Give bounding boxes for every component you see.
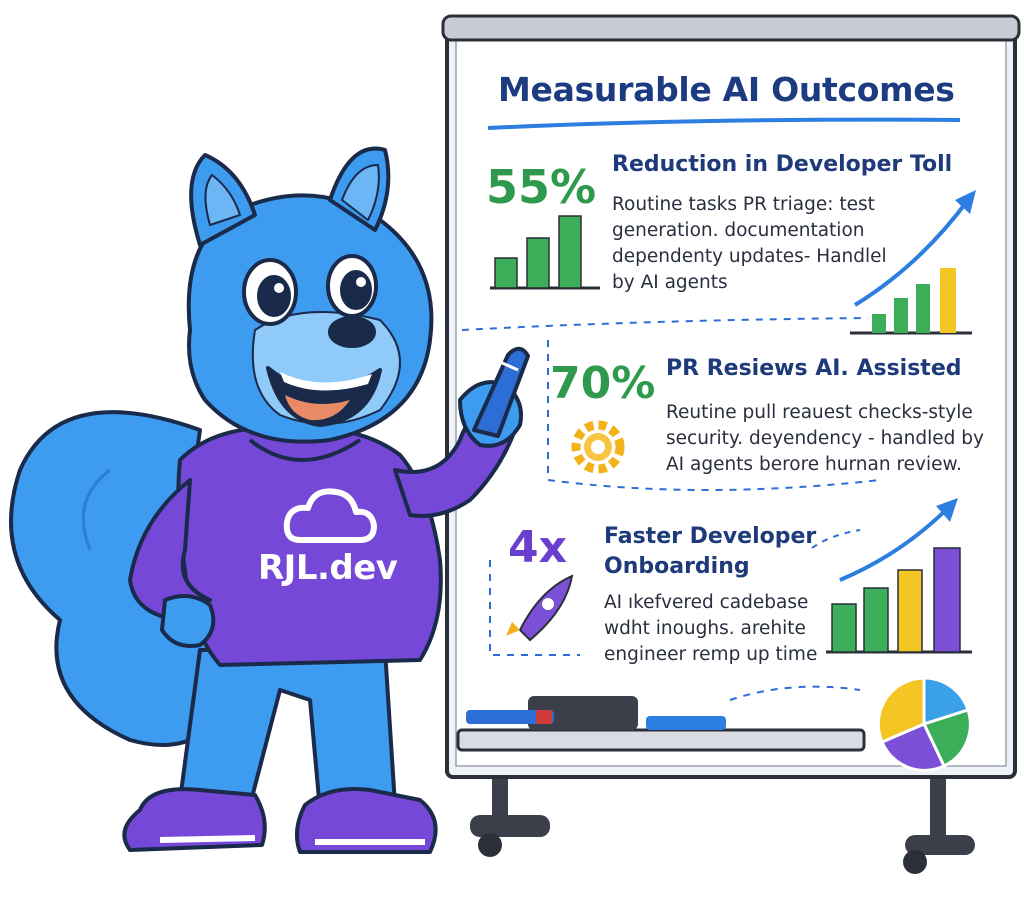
rocket-icon	[506, 574, 574, 642]
section-divider	[489, 560, 580, 656]
section-divider	[547, 340, 881, 491]
stat-4x: 4x	[508, 522, 567, 573]
section-text-line: Reutine pull reauest checks-style	[666, 402, 973, 423]
title-underline	[487, 117, 961, 130]
stat-70: 70%	[550, 358, 656, 409]
growth-chart-icon	[811, 498, 972, 654]
section-text-line: AI agents berore hurnan review.	[666, 454, 962, 475]
pie-chart-icon	[876, 676, 972, 772]
squirrel-legs	[178, 648, 397, 812]
section-heading: Onboarding	[604, 554, 750, 579]
right-shoe	[294, 787, 438, 854]
hoodie-brand-text: RJL.dev	[258, 548, 398, 588]
section-text-line: Routine tasks PR triage: test	[612, 194, 875, 215]
whiteboard	[441, 14, 1021, 874]
gear-icon	[571, 420, 625, 474]
marker-icon	[646, 716, 726, 730]
section-heading: Reduction in Developer Toll	[612, 152, 953, 177]
left-shoe	[122, 787, 267, 852]
section-text-line: security. deyendency - handled by	[666, 428, 984, 449]
whiteboard-top-rail	[441, 14, 1021, 42]
eyes	[242, 254, 378, 326]
trend-chart-icon	[850, 190, 976, 335]
left-hand	[160, 594, 216, 648]
section-text-line: engineer remp up time	[604, 644, 818, 665]
marker-tray	[456, 728, 866, 752]
bar-chart-icon	[490, 215, 600, 290]
cloud-logo-icon	[283, 488, 377, 543]
marker-cap-icon	[536, 710, 552, 724]
section-text-line: by AI agents	[612, 272, 728, 293]
marker-icon	[466, 710, 554, 724]
section-heading: PR Resiews AI. Assisted	[666, 356, 962, 381]
section-text-line: dependenty updates- Handlel	[612, 246, 887, 267]
section-heading: Faster Developer	[604, 524, 817, 549]
board-title: Measurable AI Outcomes	[498, 70, 955, 109]
section-text-line: AI ıkefvered cadebase	[604, 592, 809, 613]
nose	[328, 316, 376, 348]
section-text-line: generation. documentation	[612, 220, 865, 241]
section-divider	[729, 685, 861, 701]
squirrel-mascot	[9, 146, 530, 854]
section-text-line: wdht inoughs. arehite	[604, 618, 806, 639]
left-arm	[128, 478, 212, 622]
hoodie	[176, 426, 443, 667]
stat-55: 55%	[486, 160, 597, 214]
eraser	[528, 696, 638, 730]
held-marker	[472, 346, 530, 438]
